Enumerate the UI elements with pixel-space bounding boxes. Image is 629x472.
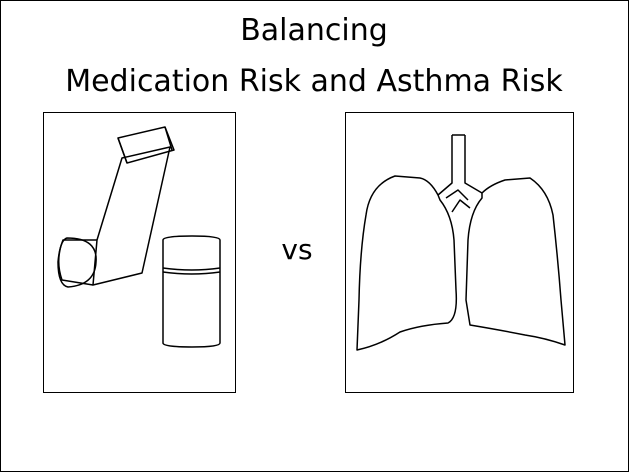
- title-line: Medication Risk and Asthma Risk: [65, 64, 563, 99]
- title-line: Balancing: [240, 13, 388, 48]
- inhaler-picture: [44, 113, 236, 393]
- slide: Balancing Medication Risk and Asthma Ris…: [0, 0, 629, 472]
- separator: vs: [281, 233, 312, 266]
- lungs-picture: [346, 113, 574, 393]
